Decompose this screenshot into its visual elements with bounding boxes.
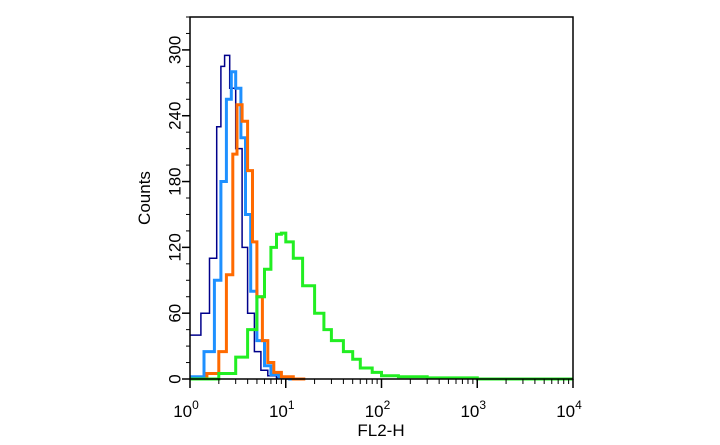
plot-lines [190,54,573,381]
y-tick-label: 180 [165,167,184,195]
x-tick-label: 102 [365,398,391,421]
y-tick-label: 0 [165,374,184,383]
y-tick-label: 300 [165,36,184,64]
series-line-2 [190,70,303,381]
y-axis-ticks: 0 60 120 180 240 300 [165,16,190,384]
plot-frame [189,16,574,380]
x-tick-label: 104 [556,398,582,421]
x-tick-label: 103 [460,398,486,421]
y-tick-label: 240 [165,102,184,130]
series-line-4 [190,231,573,381]
y-tick-label: 60 [165,304,184,323]
x-tick-label: 100 [173,398,199,421]
x-tick-label: 101 [269,398,295,421]
series-line-1 [190,54,300,380]
y-tick-label: 120 [165,233,184,261]
series-line-3 [190,103,306,381]
x-axis-ticks: 100 101 102 103 104 [173,379,582,421]
y-axis-label: Counts [135,171,154,225]
x-axis-label: FL2-H [357,421,404,440]
